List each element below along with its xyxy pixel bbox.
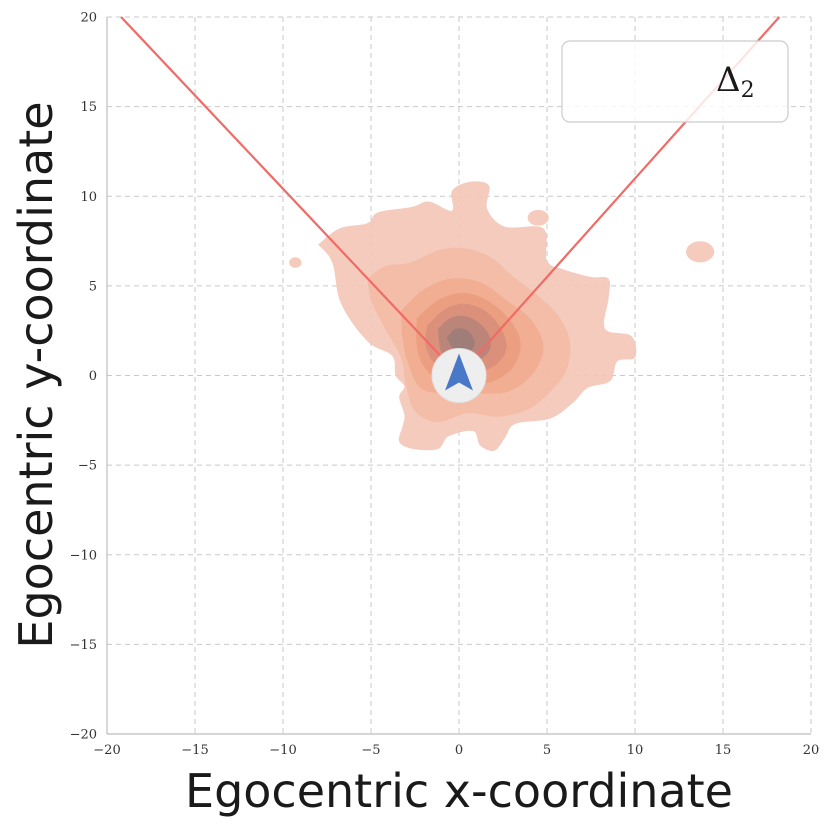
x-tick-label: −10: [269, 743, 296, 758]
density-island: [686, 241, 715, 263]
y-tick-label: −15: [70, 638, 97, 653]
y-tick-label: −5: [78, 459, 97, 474]
legend-symbol: Δ: [716, 60, 741, 100]
x-axis-title: Egocentric x-coordinate: [185, 764, 733, 818]
x-tick-label: −5: [361, 743, 380, 758]
arrow-up-icon: [445, 353, 473, 391]
y-tick-label: 15: [80, 100, 97, 115]
legend: Δ2: [561, 40, 789, 123]
x-tick-label: 15: [715, 743, 732, 758]
legend-box: [561, 40, 789, 123]
y-tick-label: 0: [89, 369, 97, 384]
x-tick-label: 5: [543, 743, 551, 758]
agent-marker: [431, 348, 487, 403]
y-tick-label: −20: [70, 728, 97, 743]
tick-labels: −20 −15 −10 −5 0 5 10 15 20 −20 −15 −10 −5 0 5 10 15 20: [70, 11, 820, 759]
x-tick-label: −20: [93, 743, 120, 758]
legend-entry: Δ2: [716, 60, 755, 103]
density-island: [527, 209, 549, 226]
y-tick-label: 20: [80, 11, 97, 26]
density-contours: [289, 181, 715, 452]
x-tick-label: 0: [455, 743, 463, 758]
field-of-view-line: [120, 16, 460, 377]
y-axis-title: Egocentric y-coordinate: [9, 101, 63, 648]
y-tick-label: 10: [80, 190, 97, 205]
y-tick-label: 5: [89, 279, 97, 294]
x-tick-label: 10: [627, 743, 644, 758]
x-tick-label: −15: [181, 743, 208, 758]
density-level-7: [446, 328, 475, 354]
legend-subscript: 2: [741, 78, 755, 103]
density-island: [289, 257, 302, 268]
x-tick-label: 20: [803, 743, 820, 758]
axes: [106, 17, 811, 735]
y-tick-label: −10: [70, 548, 97, 563]
